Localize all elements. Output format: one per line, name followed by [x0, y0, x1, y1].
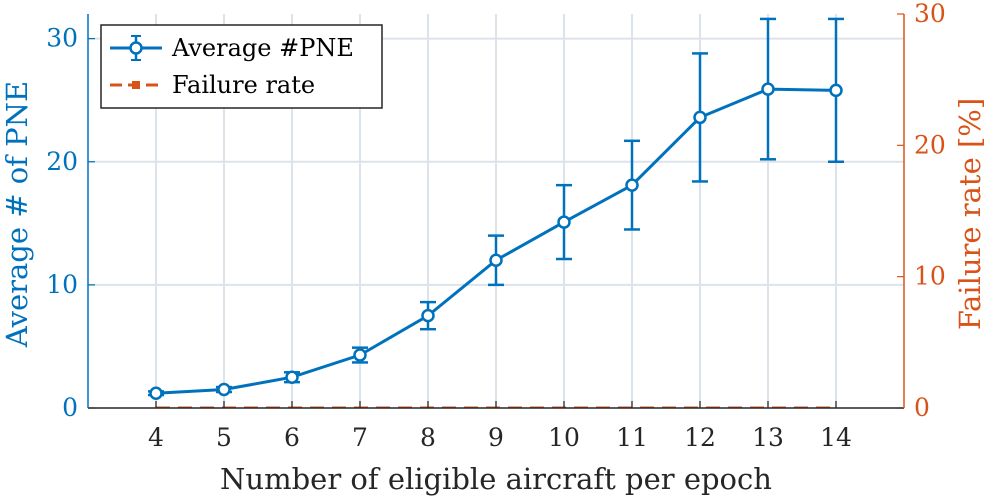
- x-tick-label: 14: [820, 423, 852, 452]
- legend-entry-average-pne: Average #PNE: [171, 34, 354, 62]
- legend-symbol-average-pne: [110, 35, 162, 61]
- average-pne-point: [149, 386, 163, 400]
- legend-entry-failure-rate: Failure rate: [172, 71, 315, 99]
- x-tick-label: 4: [148, 423, 164, 452]
- average-pne-point: [625, 178, 639, 192]
- right-y-tick-label: 10: [914, 262, 946, 291]
- left-y-tick-label: 0: [62, 393, 78, 422]
- legend-box: [100, 24, 383, 109]
- x-tick-label: 11: [616, 423, 648, 452]
- x-tick-label: 8: [420, 423, 436, 452]
- tick-labels: 4 5 6 7 8 9 10 11 12 13 14 0 10 20 30 0 10 20 30: [46, 0, 946, 452]
- average-pne-point: [421, 308, 435, 323]
- legend-marker-average-pne: [129, 41, 143, 55]
- x-tick-label: 5: [216, 423, 232, 452]
- average-pne-point: [693, 110, 707, 125]
- x-tick-label: 6: [284, 423, 300, 452]
- plot-marks: [148, 17, 844, 408]
- right-y-tick-label: 0: [914, 393, 930, 422]
- x-tick-label: 13: [752, 423, 784, 452]
- legend-symbol-failure-rate: [110, 81, 162, 89]
- x-tick-label: 12: [684, 423, 716, 452]
- axes: [87, 13, 905, 409]
- right-y-tick-label: 20: [914, 130, 946, 159]
- x-tick-label: 10: [548, 423, 580, 452]
- legend: Average #PNE Failure rate: [100, 24, 383, 109]
- average-pne-point: [285, 370, 299, 384]
- legend-marker-failure-rate: [132, 81, 140, 89]
- left-y-tick-label: 30: [46, 24, 78, 53]
- average-pne-point: [489, 253, 503, 267]
- average-pne-point: [829, 83, 843, 98]
- average-pne-point: [761, 82, 775, 96]
- left-y-axis-label: Average # of PNE: [0, 81, 34, 348]
- average-pne-point: [557, 215, 571, 229]
- x-tick-label: 7: [352, 423, 368, 452]
- x-axis-label: Number of eligible aircraft per epoch: [220, 462, 772, 496]
- average-pne-point: [353, 348, 367, 362]
- right-y-axis-label: Failure rate [%]: [953, 98, 987, 330]
- left-y-tick-label: 10: [46, 270, 78, 299]
- x-tick-label: 9: [488, 423, 504, 452]
- left-y-tick-label: 20: [46, 147, 78, 176]
- right-y-tick-label: 30: [914, 0, 946, 28]
- average-pne-point: [217, 382, 231, 397]
